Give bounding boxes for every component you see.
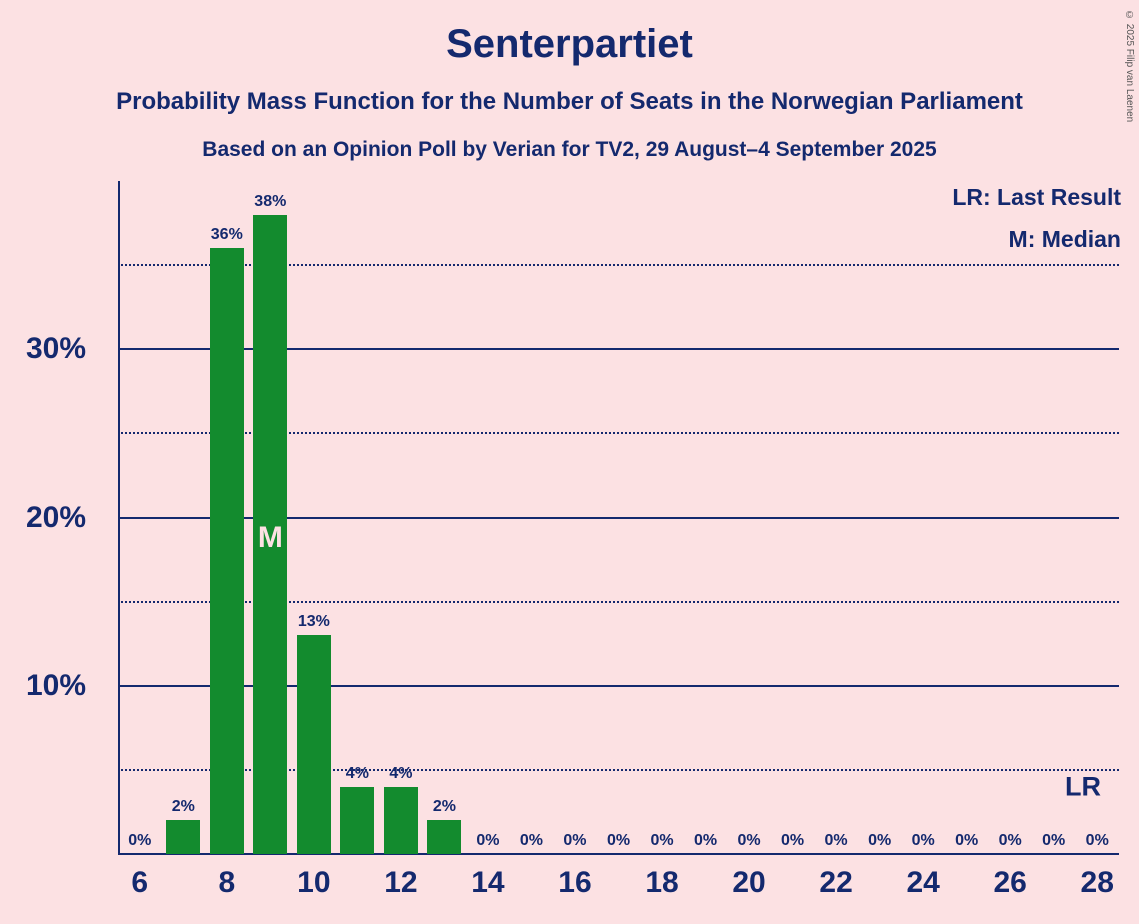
- bar-seat-7: [166, 820, 201, 854]
- bar-value-label-13: 2%: [432, 798, 456, 816]
- bar-value-label-16: 0%: [563, 832, 587, 849]
- chart-title: Senterpartiet: [446, 22, 693, 66]
- legend-last-result: LR: Last Result: [952, 184, 1121, 210]
- bar-value-label-26: 0%: [998, 832, 1022, 849]
- bar-value-label-23: 0%: [868, 832, 892, 849]
- bar-value-label-28: 0%: [1085, 832, 1109, 849]
- x-axis-tick-label: 16: [558, 866, 592, 899]
- x-axis-tick-label: 22: [819, 866, 853, 899]
- bar-value-label-24: 0%: [911, 832, 935, 849]
- chart-subtitle-source: Based on an Opinion Poll by Verian for T…: [202, 138, 937, 161]
- gridline-minor: [118, 768, 1119, 771]
- bar-value-label-22: 0%: [824, 832, 848, 849]
- bar-value-label-6: 0%: [128, 832, 152, 849]
- bar-seat-8: [209, 248, 244, 854]
- y-axis-tick-label: 20%: [25, 500, 86, 534]
- bar-value-label-27: 0%: [1042, 832, 1066, 849]
- bar-value-label-8: 36%: [210, 226, 243, 244]
- gridline-major: [118, 684, 1119, 687]
- x-axis: [118, 853, 1119, 855]
- bar-value-label-12: 4%: [389, 764, 413, 782]
- x-axis-tick-label: 12: [384, 866, 418, 899]
- gridline-minor: [118, 432, 1119, 435]
- bar-seat-10: [296, 635, 331, 854]
- gridline-minor: [118, 264, 1119, 267]
- last-result-marker: LR: [1065, 771, 1101, 802]
- bar-value-label-21: 0%: [781, 832, 805, 849]
- gridline-minor: [118, 600, 1119, 603]
- bar-seat-9: [253, 214, 288, 854]
- x-axis-tick-label: 18: [645, 866, 679, 899]
- x-axis-tick-label: 8: [218, 866, 236, 899]
- bar-value-label-17: 0%: [606, 832, 631, 849]
- copyright-notice: © 2025 Filip van Laenen: [1124, 10, 1135, 123]
- gridline-major: [118, 516, 1119, 519]
- x-axis-tick-label: 26: [993, 866, 1027, 899]
- y-axis-tick-label: 10%: [25, 668, 86, 702]
- bar-value-label-18: 0%: [650, 832, 674, 849]
- bar-value-label-25: 0%: [955, 832, 979, 849]
- x-axis-tick-label: 14: [471, 866, 505, 899]
- x-axis-tick-label: 10: [297, 866, 331, 899]
- legend-median: M: Median: [1008, 226, 1121, 252]
- bar-value-label-10: 13%: [297, 613, 330, 631]
- median-marker: M: [257, 520, 283, 554]
- plot-area: 10% 20% 30% 0% 2% 36% 38% 13% 4% 4% 2% 0% 0% 0% 0% 0% 0%…: [26, 181, 1119, 854]
- chart-subtitle-primary: Probability Mass Function for the Number…: [116, 88, 1023, 115]
- y-axis-tick-label: 30%: [25, 332, 86, 366]
- bar-value-label-9: 38%: [254, 192, 287, 210]
- bar-seat-11: [340, 786, 375, 854]
- x-axis-tick-label: 20: [732, 866, 766, 899]
- x-axis-tick-label: 6: [131, 866, 149, 899]
- x-axis-tick-label: 28: [1080, 866, 1114, 899]
- bar-seat-12: [383, 786, 418, 854]
- bar-value-label-7: 2%: [171, 798, 195, 816]
- bar-value-label-14: 0%: [476, 832, 500, 849]
- bar-value-label-19: 0%: [693, 832, 718, 849]
- x-axis-tick-label: 24: [906, 866, 940, 899]
- gridline-major: [118, 348, 1119, 351]
- bar-seat-13: [427, 820, 462, 854]
- bar-value-label-15: 0%: [519, 832, 544, 849]
- bar-value-label-11: 4%: [345, 764, 369, 782]
- bar-value-label-20: 0%: [737, 832, 761, 849]
